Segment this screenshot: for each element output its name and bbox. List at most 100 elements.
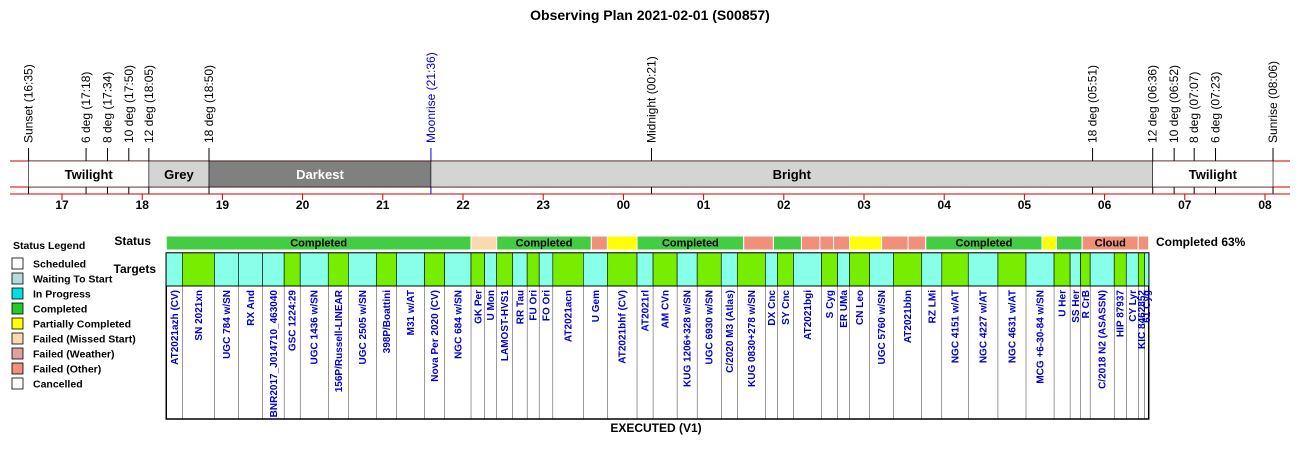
target-block: [538, 252, 554, 287]
target-name: M31 w/AT: [406, 290, 417, 335]
hour-label: 06: [1098, 198, 1112, 212]
target-name: 61 Cyg: [1142, 290, 1153, 323]
legend-label: Scheduled: [33, 259, 86, 271]
target-name: C/2020 M3 (Atlas): [725, 290, 736, 373]
target-name: NGC 4151 w/AT: [951, 290, 962, 363]
legend-swatch: [11, 362, 24, 375]
sky-band: [28, 160, 150, 188]
target-name: UGC 5760 w/SN: [877, 290, 888, 364]
target-name: AT2021azh (CV): [170, 290, 181, 365]
event-label: Moonrise (21:36): [424, 52, 438, 143]
status-legend: Status Legend Scheduled Waiting To Start In…: [11, 240, 136, 391]
event-label: 8 deg (07:07): [1187, 72, 1201, 143]
legend-label: Cancelled: [33, 379, 83, 391]
target-name: NGC 4227 w/AT: [979, 290, 990, 363]
hour-label: 01: [697, 198, 711, 212]
event-label: 10 deg (06:52): [1167, 65, 1181, 143]
target-block: [262, 252, 285, 287]
target-block: [1113, 252, 1127, 287]
status-segment-label: Completed: [955, 238, 1012, 250]
status-row: Completed Completed Completed Completed Clou…: [165, 235, 1150, 251]
target-name: LAMOST-HVS1: [500, 290, 511, 362]
target-name: ER UMa: [839, 290, 850, 328]
target-block: [424, 252, 445, 287]
target-block: [182, 252, 215, 287]
target-block: [636, 252, 654, 287]
sky-band: [148, 160, 210, 188]
target-block: [765, 252, 778, 287]
target-block: [444, 252, 472, 287]
target-block: [1144, 252, 1150, 287]
hour-label: 20: [296, 198, 310, 212]
legend-label: Partially Completed: [33, 319, 131, 331]
hour-label: 08: [1258, 198, 1272, 212]
target-name: U Mon: [486, 290, 497, 321]
target-name: AT2021bhf (CV): [618, 290, 629, 364]
legend-label: Failed (Other): [33, 364, 101, 376]
target-name: FU Ori: [529, 290, 540, 321]
target-block: [484, 252, 497, 287]
legend-swatch: [11, 347, 24, 360]
hour-label: 04: [938, 198, 952, 212]
legend-label: Failed (Weather): [33, 349, 115, 361]
target-block: [299, 252, 329, 287]
sky-band: [208, 160, 432, 188]
hour-label: 00: [617, 198, 631, 212]
target-block: [736, 252, 766, 287]
event-label: Sunset (16:35): [22, 64, 36, 143]
target-name: C/2018 N2 (ASASSN): [1098, 290, 1109, 389]
status-segment-label: Cloud: [1095, 238, 1126, 250]
target-name: SS Her: [1071, 290, 1082, 323]
target-block: [821, 252, 838, 287]
event-label: 12 deg (18:05): [142, 65, 156, 143]
target-name: GSC 1224:29: [288, 290, 299, 352]
status-row-label: Status: [114, 234, 151, 248]
targets-row-label: Targets: [114, 262, 157, 276]
target-block: [1080, 252, 1091, 287]
target-name: AM CVn: [661, 290, 672, 328]
target-block: [582, 252, 608, 287]
target-block: [793, 252, 822, 287]
target-name: AT2021acn: [564, 290, 575, 342]
sky-band-label: Twilight: [1189, 167, 1238, 182]
legend-swatch: [11, 272, 24, 285]
target-name: SN 2021xn: [194, 290, 205, 341]
target-block: [849, 252, 870, 287]
target-block: [607, 252, 638, 287]
target-name: RR Tau: [515, 290, 526, 324]
target-name: HIP 87937: [1116, 290, 1127, 338]
status-segment: [1055, 235, 1083, 251]
event-label: 12 deg (06:36): [1146, 65, 1160, 143]
hour-label: 22: [456, 198, 470, 212]
legend-swatch: [11, 377, 24, 390]
target-name: MCG +6-30-84 w/SN: [1036, 290, 1047, 384]
target-name: CN Leo: [855, 290, 866, 325]
target-block: [869, 252, 894, 287]
target-name: U Gem: [591, 290, 602, 322]
target-block: [720, 252, 738, 287]
hour-label: 18: [136, 198, 150, 212]
sky-band: [1152, 160, 1274, 188]
status-segment: [743, 235, 774, 251]
target-block: [1069, 252, 1081, 287]
target-block: [348, 252, 377, 287]
target-name: KUG 0830+278 w/SN: [747, 290, 758, 387]
completion-text: Completed 63%: [1156, 235, 1246, 249]
target-block: [496, 252, 514, 287]
target-name: SY Cnc: [781, 290, 792, 325]
status-segment: [907, 235, 927, 251]
target-block: [327, 252, 349, 287]
sky-band-label: Bright: [773, 167, 812, 182]
target-block: [238, 252, 263, 287]
legend-title: Status Legend: [13, 240, 85, 252]
target-block: [777, 252, 794, 287]
target-block: [967, 252, 999, 287]
target-name: S Cyg: [825, 290, 836, 318]
target-block: [1053, 252, 1071, 287]
hour-label: 17: [55, 198, 69, 212]
legend-swatch: [11, 332, 24, 345]
target-block: [676, 252, 698, 287]
target-block: [1025, 252, 1055, 287]
target-block: [1089, 252, 1115, 287]
